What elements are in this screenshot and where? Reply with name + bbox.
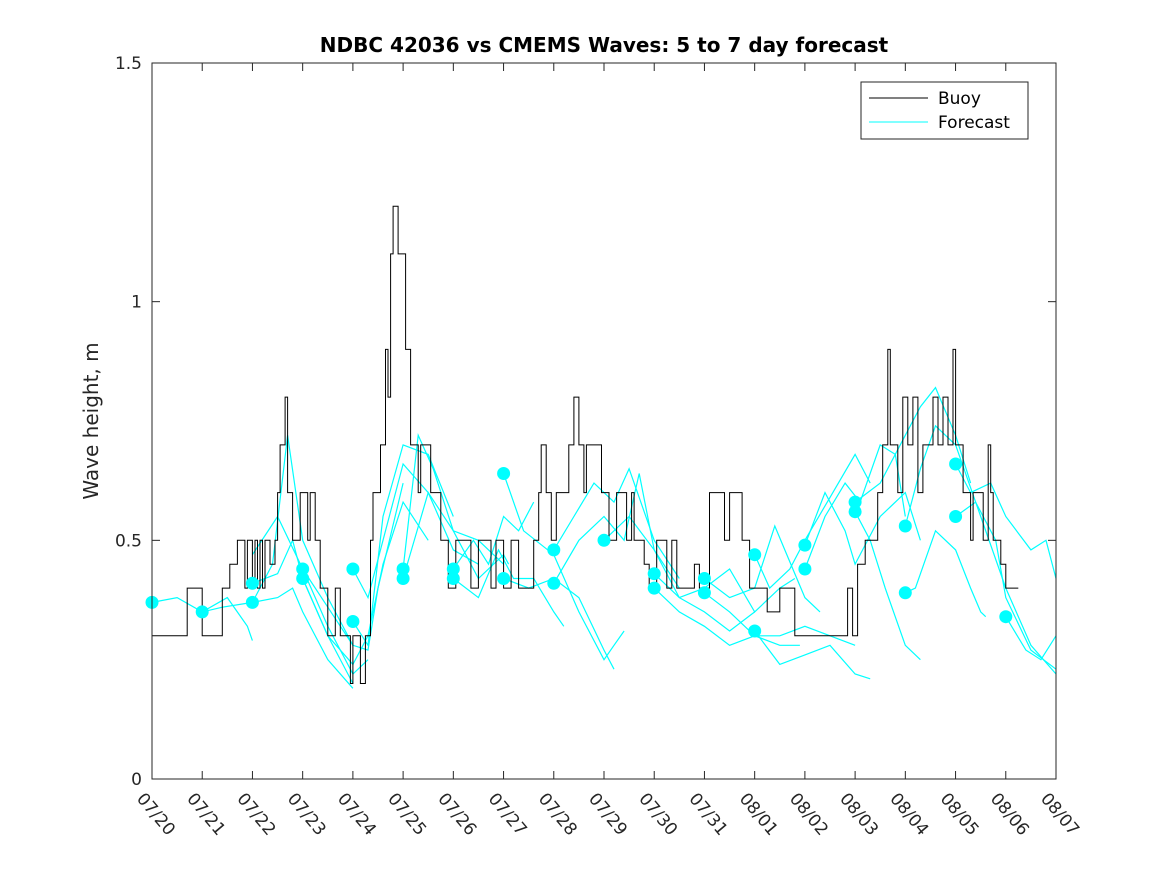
forecast-line-14 <box>503 473 625 661</box>
plot-area <box>145 205 1057 689</box>
forecast-start-marker <box>898 586 912 600</box>
forecast-start-marker <box>547 543 561 557</box>
legend-label-forecast: Forecast <box>938 113 1010 133</box>
forecast-start-marker <box>497 572 511 585</box>
y-axis-label: Wave height, m <box>79 342 103 499</box>
y-tick-label: 1 <box>131 293 142 313</box>
forecast-start-marker <box>848 505 862 519</box>
buoy-line <box>152 205 1019 684</box>
forecast-line-33 <box>1005 616 1057 661</box>
y-tick-label: 0 <box>131 770 142 790</box>
forecast-line-11 <box>402 491 510 580</box>
forecast-start-marker <box>748 548 762 562</box>
y-axis: 0 0.5 1 1.5 <box>115 54 1056 790</box>
forecast-line-28 <box>854 511 921 661</box>
forecast-line-10 <box>402 433 505 570</box>
forecast-start-marker <box>195 605 209 619</box>
forecast-start-marker <box>949 510 963 523</box>
forecast-start-marker <box>697 586 711 600</box>
forecast-start-marker <box>296 562 310 576</box>
forecast-start-marker <box>748 624 762 638</box>
forecast-start-marker <box>245 576 259 590</box>
forecast-line-21 <box>704 524 821 613</box>
forecast-start-marker <box>396 572 410 585</box>
forecast-line-9 <box>352 462 479 600</box>
forecast-start-marker <box>245 595 259 609</box>
forecast-start-marker <box>446 562 460 576</box>
y-tick-label: 1.5 <box>115 54 142 74</box>
forecast-line-16 <box>553 467 680 579</box>
forecast-line-32 <box>955 501 1057 670</box>
forecast-start-marker <box>547 576 561 590</box>
forecast-start-marker <box>697 572 711 585</box>
forecast-start-marker <box>396 562 410 576</box>
forecast-start-marker <box>848 495 862 509</box>
forecast-start-marker <box>798 562 812 576</box>
forecast-start-marker <box>497 467 511 480</box>
forecast-line-1 <box>151 596 253 641</box>
forecast-start-marker <box>346 562 360 576</box>
forecast-line-5 <box>251 515 369 675</box>
forecast-line-25 <box>804 491 921 566</box>
forecast-start-marker <box>949 457 963 471</box>
forecast-start-marker <box>296 572 310 585</box>
y-tick-label: 0.5 <box>115 531 142 551</box>
forecast-start-marker <box>346 615 360 628</box>
chart-title: NDBC 42036 vs CMEMS Waves: 5 to 7 day fo… <box>320 33 889 57</box>
forecast-start-marker <box>999 610 1013 624</box>
forecast-line-3 <box>252 587 354 689</box>
forecast-line-13 <box>452 548 565 627</box>
forecast-start-marker <box>647 567 661 581</box>
forecast-line-30 <box>905 529 987 618</box>
forecast-start-marker <box>446 572 460 585</box>
legend: Buoy Forecast <box>860 81 1029 140</box>
forecast-line-20 <box>653 587 800 646</box>
forecast-start-marker <box>898 519 912 533</box>
forecast-start-marker <box>647 581 661 595</box>
forecast-line-15 <box>503 577 615 670</box>
legend-box <box>860 81 1029 140</box>
forecast-line-24 <box>754 630 871 680</box>
legend-label-buoy: Buoy <box>938 89 981 109</box>
forecast-start-marker <box>597 533 611 547</box>
forecast-start-marker <box>798 538 812 552</box>
